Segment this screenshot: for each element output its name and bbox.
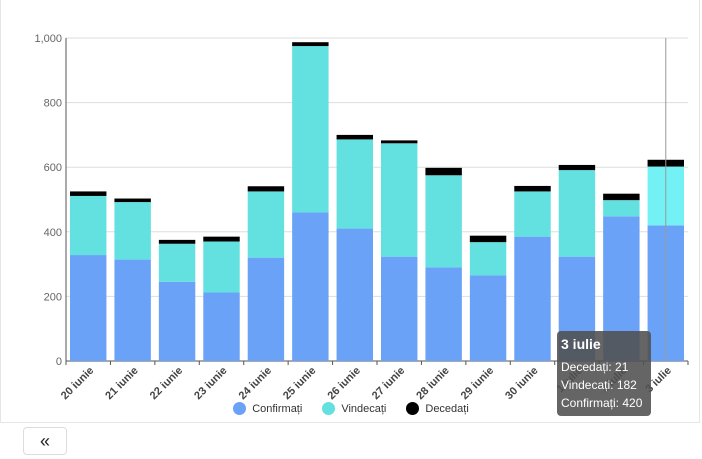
y-tick-label: 400	[44, 227, 62, 239]
y-tick-label: 1,000	[34, 33, 62, 45]
bar-decedati	[69, 191, 107, 196]
legend-item-confirmati[interactable]: Confirmați	[233, 402, 302, 415]
bar-vindecati	[603, 200, 640, 217]
bar-confirmati	[158, 281, 196, 361]
tooltip-title: 3 iulie	[561, 336, 601, 352]
bar-vindecati	[558, 170, 596, 257]
bar-decedati	[603, 193, 640, 201]
bar-vindecati	[469, 242, 507, 276]
x-tick-label: 23 iunie	[192, 365, 229, 400]
chart-card: 0 200 400 600 800 1,000 20 iunie 21 iunie 22 iun…	[0, 0, 700, 423]
legend-label-confirmati: Confirmați	[252, 402, 303, 415]
x-tick-label: 25 iunie	[281, 365, 318, 400]
legend-item-decedati[interactable]: Decedați	[406, 402, 469, 415]
y-tick-label: 200	[44, 291, 62, 303]
x-tick-label: 27 iunie	[370, 365, 407, 400]
bar-vindecati	[336, 139, 374, 229]
bar-confirmati	[69, 255, 107, 361]
bar-vindecati	[514, 191, 551, 237]
legend: Confirmați Vindecați Decedați	[1, 402, 701, 415]
bar-vindecati	[425, 175, 462, 268]
bar-decedati	[336, 134, 374, 140]
bar-vindecati	[247, 191, 285, 258]
bar-confirmati	[336, 228, 374, 361]
x-tick-label: 24 iunie	[237, 365, 274, 400]
bar-decedati	[558, 164, 596, 171]
legend-swatch-confirmati	[233, 402, 247, 415]
bar-vindecati	[203, 241, 240, 293]
bar-confirmati	[114, 259, 151, 361]
legend-item-vindecati[interactable]: Vindecați	[322, 402, 386, 415]
legend-swatch-vindecati	[322, 402, 336, 415]
tooltip-line-decedati: Decedați: 21	[561, 360, 629, 374]
x-tick-label: 29 iunie	[459, 365, 496, 400]
legend-label-vindecati: Vindecați	[341, 402, 387, 415]
bar-vindecati	[114, 202, 151, 260]
bar-confirmati	[203, 292, 240, 361]
bar-vindecati	[69, 195, 107, 256]
bar-decedati	[203, 236, 240, 242]
x-tick-label: 22 iunie	[148, 365, 185, 400]
x-tick-label: 21 iunie	[103, 365, 140, 400]
bar-vindecati	[380, 143, 418, 257]
bar-confirmati	[425, 267, 462, 361]
bar-vindecati	[158, 243, 196, 282]
bar-decedati	[425, 167, 462, 176]
tooltip-line-confirmati: Confirmați: 420	[561, 396, 643, 410]
bar-decedati	[514, 185, 551, 192]
legend-swatch-decedati	[406, 402, 420, 415]
y-tick-label: 800	[44, 98, 62, 110]
bar-decedati	[469, 235, 507, 243]
legend-label-decedati: Decedați	[425, 402, 469, 415]
x-tick-label: 30 iunie	[503, 365, 540, 400]
x-tick-label: 28 iunie	[414, 365, 451, 400]
back-button[interactable]: «	[23, 427, 67, 455]
x-tick-label: 26 iunie	[325, 365, 362, 400]
bar-confirmati	[380, 256, 418, 361]
y-tick-label: 600	[44, 162, 62, 174]
bar-decedati	[114, 198, 151, 203]
bar-confirmati	[292, 212, 329, 361]
chart-tooltip: 3 iulie Decedați: 21 Vindecați: 182 Conf…	[557, 331, 651, 416]
bar-decedati	[247, 186, 285, 192]
y-tick-label: 0	[56, 356, 62, 368]
bar-vindecati	[292, 46, 329, 213]
bar-confirmati	[247, 257, 285, 361]
tooltip-line-vindecati: Vindecați: 182	[561, 378, 637, 392]
bar-confirmati	[469, 275, 507, 361]
bar-decedati	[158, 239, 196, 244]
bar-decedati	[380, 140, 418, 144]
bar-decedati	[292, 42, 329, 47]
x-tick-label: 20 iunie	[59, 365, 96, 400]
bar-confirmati	[514, 236, 551, 361]
